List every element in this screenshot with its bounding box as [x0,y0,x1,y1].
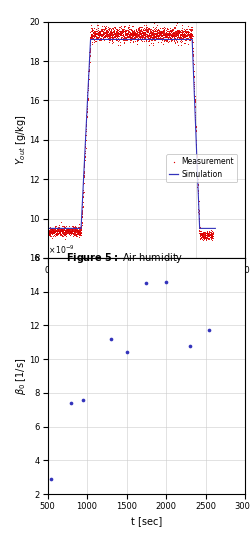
Measurement [138,34,141,40]
Point [109,334,113,343]
Line: Simulation: Simulation [48,40,215,229]
Y-axis label: $Y_{out}$ [g/kg]: $Y_{out}$ [g/kg] [14,115,28,165]
Point [124,348,128,357]
Measurement [212,232,214,239]
Measurement [181,31,184,37]
Point [208,326,212,335]
Measurement [201,238,204,244]
Text: $\bf{Figure\ 5:}$ Air humidity: $\bf{Figure\ 5:}$ Air humidity [66,251,184,265]
Simulation [89,36,92,43]
Point [144,279,148,288]
Point [164,277,168,286]
Point [81,396,85,405]
Point [50,475,54,483]
Measurement [50,230,52,237]
Legend: Measurement, Simulation: Measurement, Simulation [166,154,237,182]
Text: $\times\,10^{-9}$: $\times\,10^{-9}$ [48,243,74,256]
Measurement [188,36,190,43]
Point [188,342,192,350]
X-axis label: t [sec]: t [sec] [130,280,162,290]
Point [69,399,73,407]
Simulation [75,225,78,232]
X-axis label: t [sec]: t [sec] [130,516,162,526]
Simulation [211,225,214,232]
Simulation [110,36,114,43]
Simulation [214,225,217,232]
Simulation [65,225,68,232]
Measurement [153,21,156,28]
Measurement [46,228,49,235]
Line: Measurement: Measurement [47,23,214,242]
Simulation [118,36,121,43]
Measurement [194,125,197,131]
Simulation [46,225,49,232]
Y-axis label: $\beta_0$ [1/s]: $\beta_0$ [1/s] [14,357,28,395]
Simulation [192,84,196,91]
Measurement [110,37,113,44]
